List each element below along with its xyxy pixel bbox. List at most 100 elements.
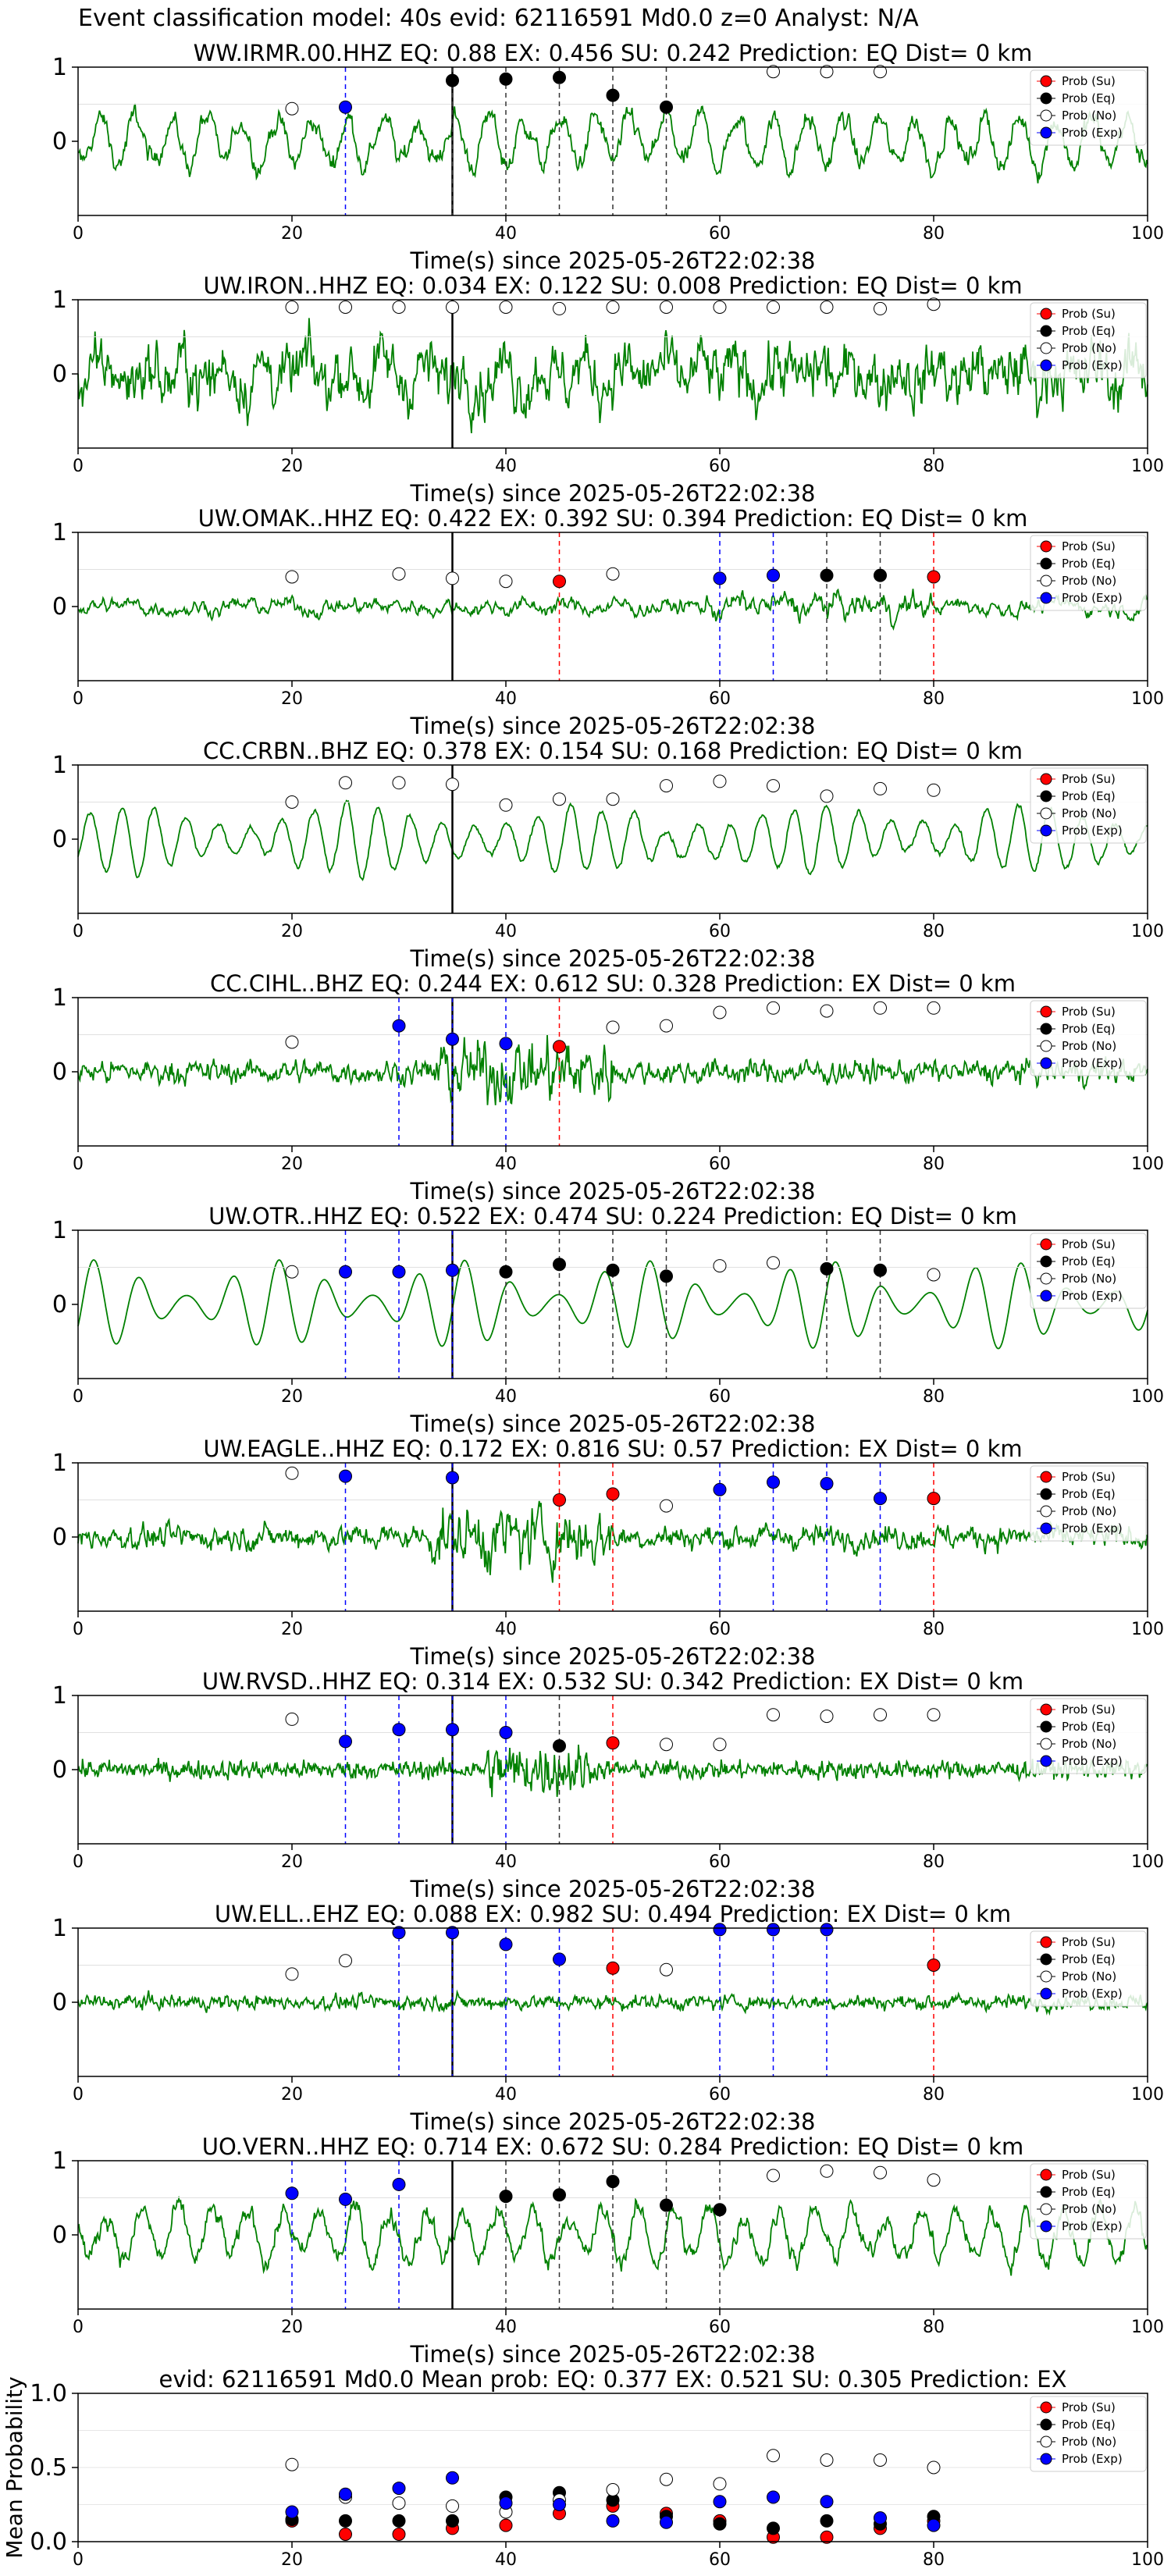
x-tick-label: 40 — [495, 2085, 517, 2105]
prob-marker-exp — [767, 568, 780, 582]
mean-prob-point — [446, 2499, 459, 2513]
prob-marker-no — [285, 301, 299, 314]
x-axis-label: Time(s) since 2025-05-26T22:02:38 — [410, 480, 816, 507]
legend-marker — [1040, 790, 1052, 802]
prob-marker-no — [713, 1259, 727, 1273]
x-axis-label: Time(s) since 2025-05-26T22:02:38 — [410, 2108, 816, 2135]
prob-marker-exp — [392, 1926, 406, 1940]
prob-marker-exp — [339, 1469, 352, 1483]
y-tick-label: 1 — [52, 2147, 67, 2175]
legend-label: Prob (No) — [1062, 2202, 1116, 2216]
prob-marker-no — [285, 570, 299, 584]
prob-marker-no — [339, 1954, 352, 1968]
x-tick-label: 100 — [1131, 2085, 1164, 2105]
legend-label: Prob (Su) — [1062, 307, 1116, 321]
prob-marker-no — [660, 1738, 673, 1752]
prob-marker-exp — [446, 1723, 459, 1737]
y-tick-label: 0 — [52, 826, 67, 853]
x-tick-label: 80 — [923, 922, 945, 941]
prob-marker-no — [927, 297, 941, 311]
prob-marker-exp — [392, 2177, 406, 2191]
legend-label: Prob (Eq) — [1062, 91, 1116, 105]
legend-label: Prob (Exp) — [1062, 358, 1123, 372]
prob-marker-no — [713, 301, 727, 314]
y-tick-label: 0 — [52, 128, 67, 155]
x-tick-label: 60 — [709, 1852, 731, 1872]
mean-prob-point — [392, 2482, 406, 2496]
prob-marker-exp — [392, 1265, 406, 1279]
chart-title: evid: 62116591 Md0.0 Mean prob: EQ: 0.37… — [158, 2366, 1066, 2393]
legend-label: Prob (Eq) — [1062, 1720, 1116, 1734]
prob-marker-su — [553, 1493, 566, 1507]
mean-prob-point — [713, 2495, 727, 2509]
legend-marker — [1040, 2203, 1052, 2215]
legend-label: Prob (No) — [1062, 1272, 1116, 1286]
prob-marker-no — [767, 779, 780, 793]
x-tick-label: 80 — [923, 224, 945, 244]
legend-marker — [1040, 1703, 1052, 1716]
legend-marker — [1040, 1023, 1052, 1035]
y-tick-label: 1 — [52, 54, 67, 81]
legend-label: Prob (Exp) — [1062, 2219, 1123, 2233]
y-tick-label: 1 — [52, 286, 67, 314]
prob-marker-su — [606, 1961, 620, 1975]
prob-marker-exp — [392, 1723, 406, 1737]
chart-panel-9: UO.VERN..HHZ EQ: 0.714 EX: 0.672 SU: 0.2… — [52, 2133, 1164, 2368]
mean-prob-point — [392, 2514, 406, 2528]
mean-prob-point — [767, 2521, 780, 2535]
prob-marker-eq — [713, 2203, 727, 2217]
x-tick-label: 0 — [73, 689, 84, 709]
prob-marker-eq — [606, 2175, 620, 2189]
x-axis-label: Time(s) since 2025-05-26T22:02:38 — [410, 247, 816, 274]
x-tick-label: 100 — [1131, 922, 1164, 941]
mean-prob-point — [499, 2518, 513, 2532]
prob-marker-exp — [820, 1923, 834, 1937]
legend-label: Prob (Su) — [1062, 1470, 1116, 1484]
prob-marker-exp — [446, 1263, 459, 1277]
prob-marker-eq — [874, 568, 887, 582]
x-tick-label: 60 — [709, 689, 731, 709]
x-tick-label: 80 — [923, 689, 945, 709]
prob-marker-no — [392, 301, 406, 314]
prob-marker-no — [713, 1738, 727, 1752]
prob-marker-exp — [339, 100, 352, 114]
mean-prob-point — [767, 2449, 780, 2463]
prob-marker-su — [927, 570, 941, 584]
x-tick-label: 0 — [73, 2318, 84, 2337]
legend-label: Prob (Eq) — [1062, 789, 1116, 803]
waveform-line — [77, 799, 1148, 881]
legend-label: Prob (Exp) — [1062, 1289, 1123, 1303]
prob-marker-no — [499, 301, 513, 314]
legend-box — [1030, 1000, 1147, 1076]
x-tick-label: 20 — [281, 1387, 303, 1407]
prob-marker-no — [767, 1708, 780, 1722]
prob-marker-no — [874, 301, 887, 315]
prob-marker-eq — [499, 72, 513, 86]
y-tick-label: 1 — [52, 984, 67, 1012]
prob-marker-no — [499, 798, 513, 812]
x-tick-label: 60 — [709, 224, 731, 244]
prob-marker-no — [927, 1001, 941, 1015]
x-tick-label: 0 — [73, 2550, 84, 2570]
prob-marker-no — [874, 1001, 887, 1015]
chart-panel-10: evid: 62116591 Md0.0 Mean prob: EQ: 0.37… — [2, 2366, 1164, 2570]
waveform-line — [77, 1989, 1148, 2016]
legend-marker — [1040, 359, 1052, 372]
chart-panel-0: WW.IRMR.00.HHZ EQ: 0.88 EX: 0.456 SU: 0.… — [52, 40, 1164, 274]
legend-marker — [1040, 1272, 1052, 1285]
legend-marker — [1040, 1720, 1052, 1733]
legend-marker — [1040, 325, 1052, 337]
prob-marker-no — [874, 2165, 887, 2179]
x-tick-label: 80 — [923, 2318, 945, 2337]
prob-marker-exp — [446, 1471, 459, 1485]
prob-marker-no — [820, 789, 834, 803]
x-tick-label: 0 — [73, 1387, 84, 1407]
legend-marker — [1040, 575, 1052, 587]
mean-prob-point — [874, 2453, 887, 2467]
legend-marker — [1040, 1755, 1052, 1767]
legend-box — [1030, 1698, 1147, 1774]
y-tick-label: 0 — [52, 1989, 67, 2016]
prob-marker-no — [606, 1020, 620, 1034]
mean-prob-point — [285, 2505, 299, 2519]
